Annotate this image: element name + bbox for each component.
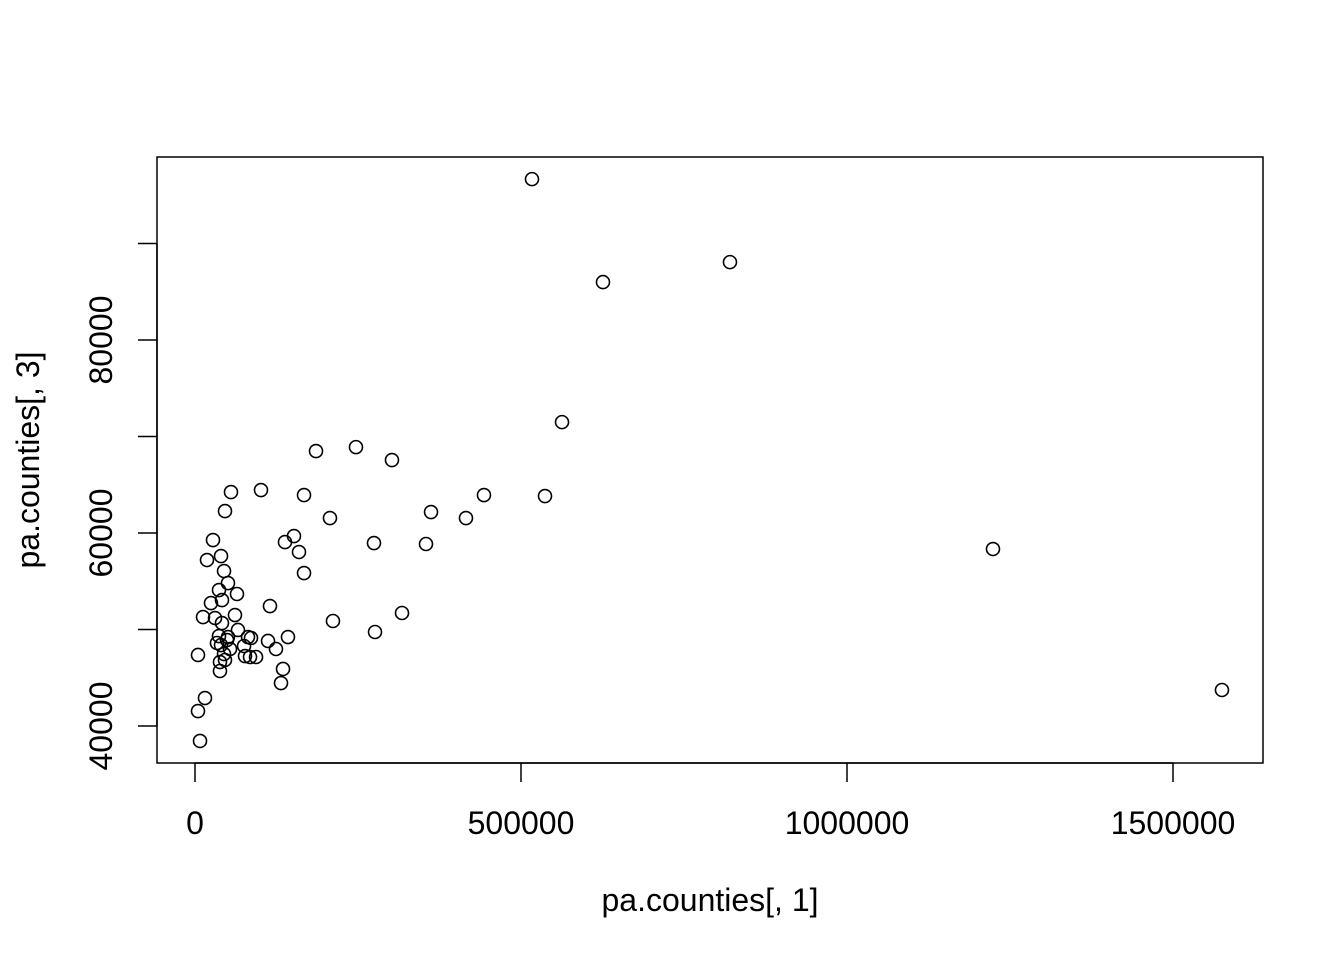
- data-point: [384, 452, 400, 468]
- data-point: [476, 487, 492, 503]
- data-point: [325, 613, 341, 629]
- data-point: [229, 586, 245, 602]
- data-point: [253, 482, 269, 498]
- data-point: [190, 703, 206, 719]
- data-point: [394, 605, 410, 621]
- data-point: [268, 641, 284, 657]
- data-point: [237, 648, 253, 664]
- data-point: [277, 534, 293, 550]
- data-points: [190, 171, 1230, 749]
- data-point: [296, 565, 312, 581]
- data-point: [223, 484, 239, 500]
- data-point: [308, 443, 324, 459]
- data-point: [227, 607, 243, 623]
- data-point: [260, 633, 276, 649]
- data-point: [205, 532, 221, 548]
- data-point: [286, 528, 302, 544]
- data-point: [220, 575, 236, 591]
- data-point: [242, 649, 258, 665]
- data-point: [216, 646, 232, 662]
- data-point: [217, 503, 233, 519]
- data-point: [423, 504, 439, 520]
- data-point: [220, 629, 236, 645]
- data-point: [322, 510, 338, 526]
- data-point: [240, 629, 256, 645]
- data-point: [291, 544, 307, 560]
- y-tick-label: 40000: [83, 682, 119, 771]
- data-point: [211, 628, 227, 644]
- data-point: [595, 274, 611, 290]
- data-point: [985, 541, 1001, 557]
- data-point: [722, 254, 738, 270]
- data-point: [214, 592, 230, 608]
- x-tick-label: 1500000: [1111, 805, 1236, 841]
- data-point: [262, 598, 278, 614]
- y-axis-label: pa.counties[, 3]: [10, 351, 46, 568]
- data-point: [209, 635, 225, 651]
- data-point: [203, 595, 219, 611]
- data-point: [1214, 682, 1230, 698]
- data-point: [199, 552, 215, 568]
- x-axis-label: pa.counties[, 1]: [601, 882, 818, 918]
- data-point: [280, 629, 296, 645]
- data-point: [216, 563, 232, 579]
- data-point: [554, 414, 570, 430]
- data-point: [213, 548, 229, 564]
- x-axis: 0 500000 1000000 1500000: [186, 762, 1236, 841]
- data-point: [230, 622, 246, 638]
- data-point: [248, 649, 264, 665]
- y-tick-label: 60000: [83, 489, 119, 578]
- data-point: [366, 535, 382, 551]
- y-axis: 40000 60000 80000: [83, 242, 158, 771]
- plot-box: [156, 156, 1264, 764]
- x-tick-label: 500000: [468, 805, 575, 841]
- data-point: [524, 171, 540, 187]
- data-point: [190, 647, 206, 663]
- data-point: [367, 624, 383, 640]
- data-point: [273, 675, 289, 691]
- data-point: [348, 439, 364, 455]
- data-point: [212, 663, 228, 679]
- data-point: [197, 690, 213, 706]
- x-tick-label: 0: [186, 805, 204, 841]
- data-point: [236, 638, 252, 654]
- y-tick-label: 80000: [83, 296, 119, 385]
- data-point: [537, 488, 553, 504]
- data-point: [211, 582, 227, 598]
- data-point: [296, 487, 312, 503]
- x-tick-label: 1000000: [785, 805, 910, 841]
- data-point: [195, 609, 211, 625]
- data-point: [458, 510, 474, 526]
- data-point: [275, 661, 291, 677]
- data-point: [192, 733, 208, 749]
- data-point: [418, 536, 434, 552]
